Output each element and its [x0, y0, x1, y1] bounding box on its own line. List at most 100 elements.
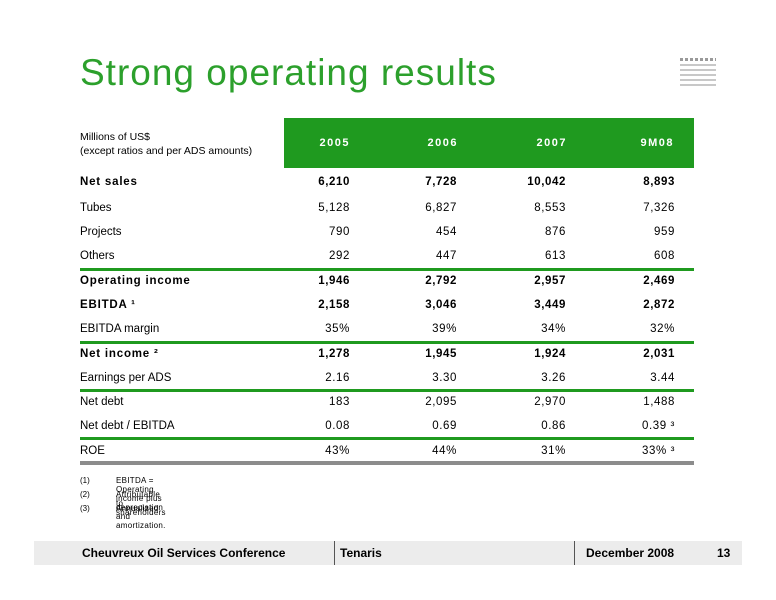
row-label: ROE	[80, 445, 105, 457]
row-label: Projects	[80, 226, 122, 238]
footer-separator	[574, 541, 575, 565]
footer-date: December 2008	[586, 546, 675, 560]
cell: 183	[329, 396, 350, 408]
footnote-text: EBITDA = Operating income plus depreciat…	[116, 476, 166, 530]
cell: 8,893	[643, 176, 675, 188]
cell: 1,278	[318, 348, 350, 360]
cell: 1,946	[318, 275, 350, 287]
footnote-number: (2)	[80, 490, 90, 499]
cell: 33% ³	[641, 445, 675, 457]
table-row: Net debt / EBITDA 0.08 0.69 0.86 0.39 ³	[80, 415, 694, 439]
cell: 0.39 ³	[641, 420, 675, 432]
cell: 32%	[650, 323, 675, 335]
cell: 3,449	[534, 299, 566, 311]
cell: 2,792	[425, 275, 457, 287]
cell: 3,046	[425, 299, 457, 311]
footnote-text: Annualized	[116, 504, 159, 513]
slide-title: Strong operating results	[80, 52, 497, 93]
table-bottom-rule	[80, 461, 694, 465]
column-header: 2005	[319, 137, 350, 149]
cell: 790	[329, 226, 350, 238]
cell: 10,042	[527, 176, 566, 188]
cell: 3.44	[650, 372, 675, 384]
row-label: EBITDA ¹	[80, 299, 136, 311]
cell: 39%	[432, 323, 457, 335]
table-row: Net debt 183 2,095 2,970 1,488	[80, 391, 694, 415]
cell: 0.08	[325, 420, 350, 432]
column-header: 9M08	[640, 137, 674, 149]
row-label: Net debt / EBITDA	[80, 420, 175, 432]
footnote-text: Attributable to shareholders	[116, 490, 166, 517]
row-label: Tubes	[80, 202, 112, 214]
cell: 6,827	[425, 202, 457, 214]
cell: 876	[545, 226, 566, 238]
logo-icon	[680, 58, 716, 90]
cell: 1,945	[425, 348, 457, 360]
cell: 3.30	[432, 372, 457, 384]
table-row: ROE 43% 44% 31% 33% ³	[80, 440, 694, 464]
row-label: Net sales	[80, 176, 138, 188]
table-header: 2005 2006 2007 9M08	[284, 118, 694, 168]
cell: 2,095	[425, 396, 457, 408]
cell: 5,128	[318, 202, 350, 214]
cell: 31%	[541, 445, 566, 457]
row-label: Earnings per ADS	[80, 372, 172, 384]
footer-separator	[334, 541, 335, 565]
divider	[80, 389, 694, 392]
cell: 1,924	[534, 348, 566, 360]
row-label: EBITDA margin	[80, 323, 160, 335]
cell: 959	[654, 226, 675, 238]
cell: 454	[436, 226, 457, 238]
cell: 447	[436, 250, 457, 262]
divider	[80, 341, 694, 344]
cell: 1,488	[643, 396, 675, 408]
cell: 2,031	[643, 348, 675, 360]
cell: 292	[329, 250, 350, 262]
footnote-number: (3)	[80, 504, 90, 513]
cell: 34%	[541, 323, 566, 335]
cell: 2,469	[643, 275, 675, 287]
cell: 613	[545, 250, 566, 262]
cell: 2,970	[534, 396, 566, 408]
column-header: 2006	[427, 137, 458, 149]
table-row: Operating income 1,946 2,792 2,957 2,469	[80, 270, 694, 294]
divider	[80, 268, 694, 271]
cell: 3.26	[541, 372, 566, 384]
table-row: Net income ² 1,278 1,945 1,924 2,031	[80, 343, 694, 367]
cell: 8,553	[534, 202, 566, 214]
cell: 43%	[325, 445, 350, 457]
table-row: EBITDA ¹ 2,158 3,046 3,449 2,872	[80, 294, 694, 318]
table-row: EBITDA margin 35% 39% 34% 32%	[80, 318, 694, 342]
cell: 2,158	[318, 299, 350, 311]
cell: 7,728	[425, 176, 457, 188]
row-label: Net income ²	[80, 348, 159, 360]
table-row: Net sales 6,210 7,728 10,042 8,893	[80, 171, 694, 195]
cell: 6,210	[318, 176, 350, 188]
cell: 35%	[325, 323, 350, 335]
row-label: Others	[80, 250, 115, 262]
company-name: Tenaris	[340, 546, 382, 560]
column-header: 2007	[536, 137, 567, 149]
cell: 2.16	[325, 372, 350, 384]
table-row: Projects 790 454 876 959	[80, 221, 694, 245]
cell: 608	[654, 250, 675, 262]
table-row: Earnings per ADS 2.16 3.30 3.26 3.44	[80, 367, 694, 391]
conference-name: Cheuvreux Oil Services Conference	[82, 546, 286, 560]
footnote-number: (1)	[80, 476, 90, 485]
table-row: Others 292 447 613 608	[80, 245, 694, 269]
cell: 0.69	[432, 420, 457, 432]
divider	[80, 437, 694, 440]
units-note: Millions of US$ (except ratios and per A…	[80, 130, 252, 158]
units-line-2: (except ratios and per ADS amounts)	[80, 145, 253, 157]
cell: 7,326	[643, 202, 675, 214]
cell: 2,957	[534, 275, 566, 287]
slide-footer: Cheuvreux Oil Services Conference Tenari…	[34, 541, 742, 565]
page-number: 13	[717, 546, 731, 560]
table-row: Tubes 5,128 6,827 8,553 7,326	[80, 197, 694, 221]
row-label: Operating income	[80, 275, 191, 287]
cell: 44%	[432, 445, 457, 457]
cell: 0.86	[541, 420, 566, 432]
units-line-1: Millions of US$	[80, 131, 151, 143]
cell: 2,872	[643, 299, 675, 311]
row-label: Net debt	[80, 396, 124, 408]
